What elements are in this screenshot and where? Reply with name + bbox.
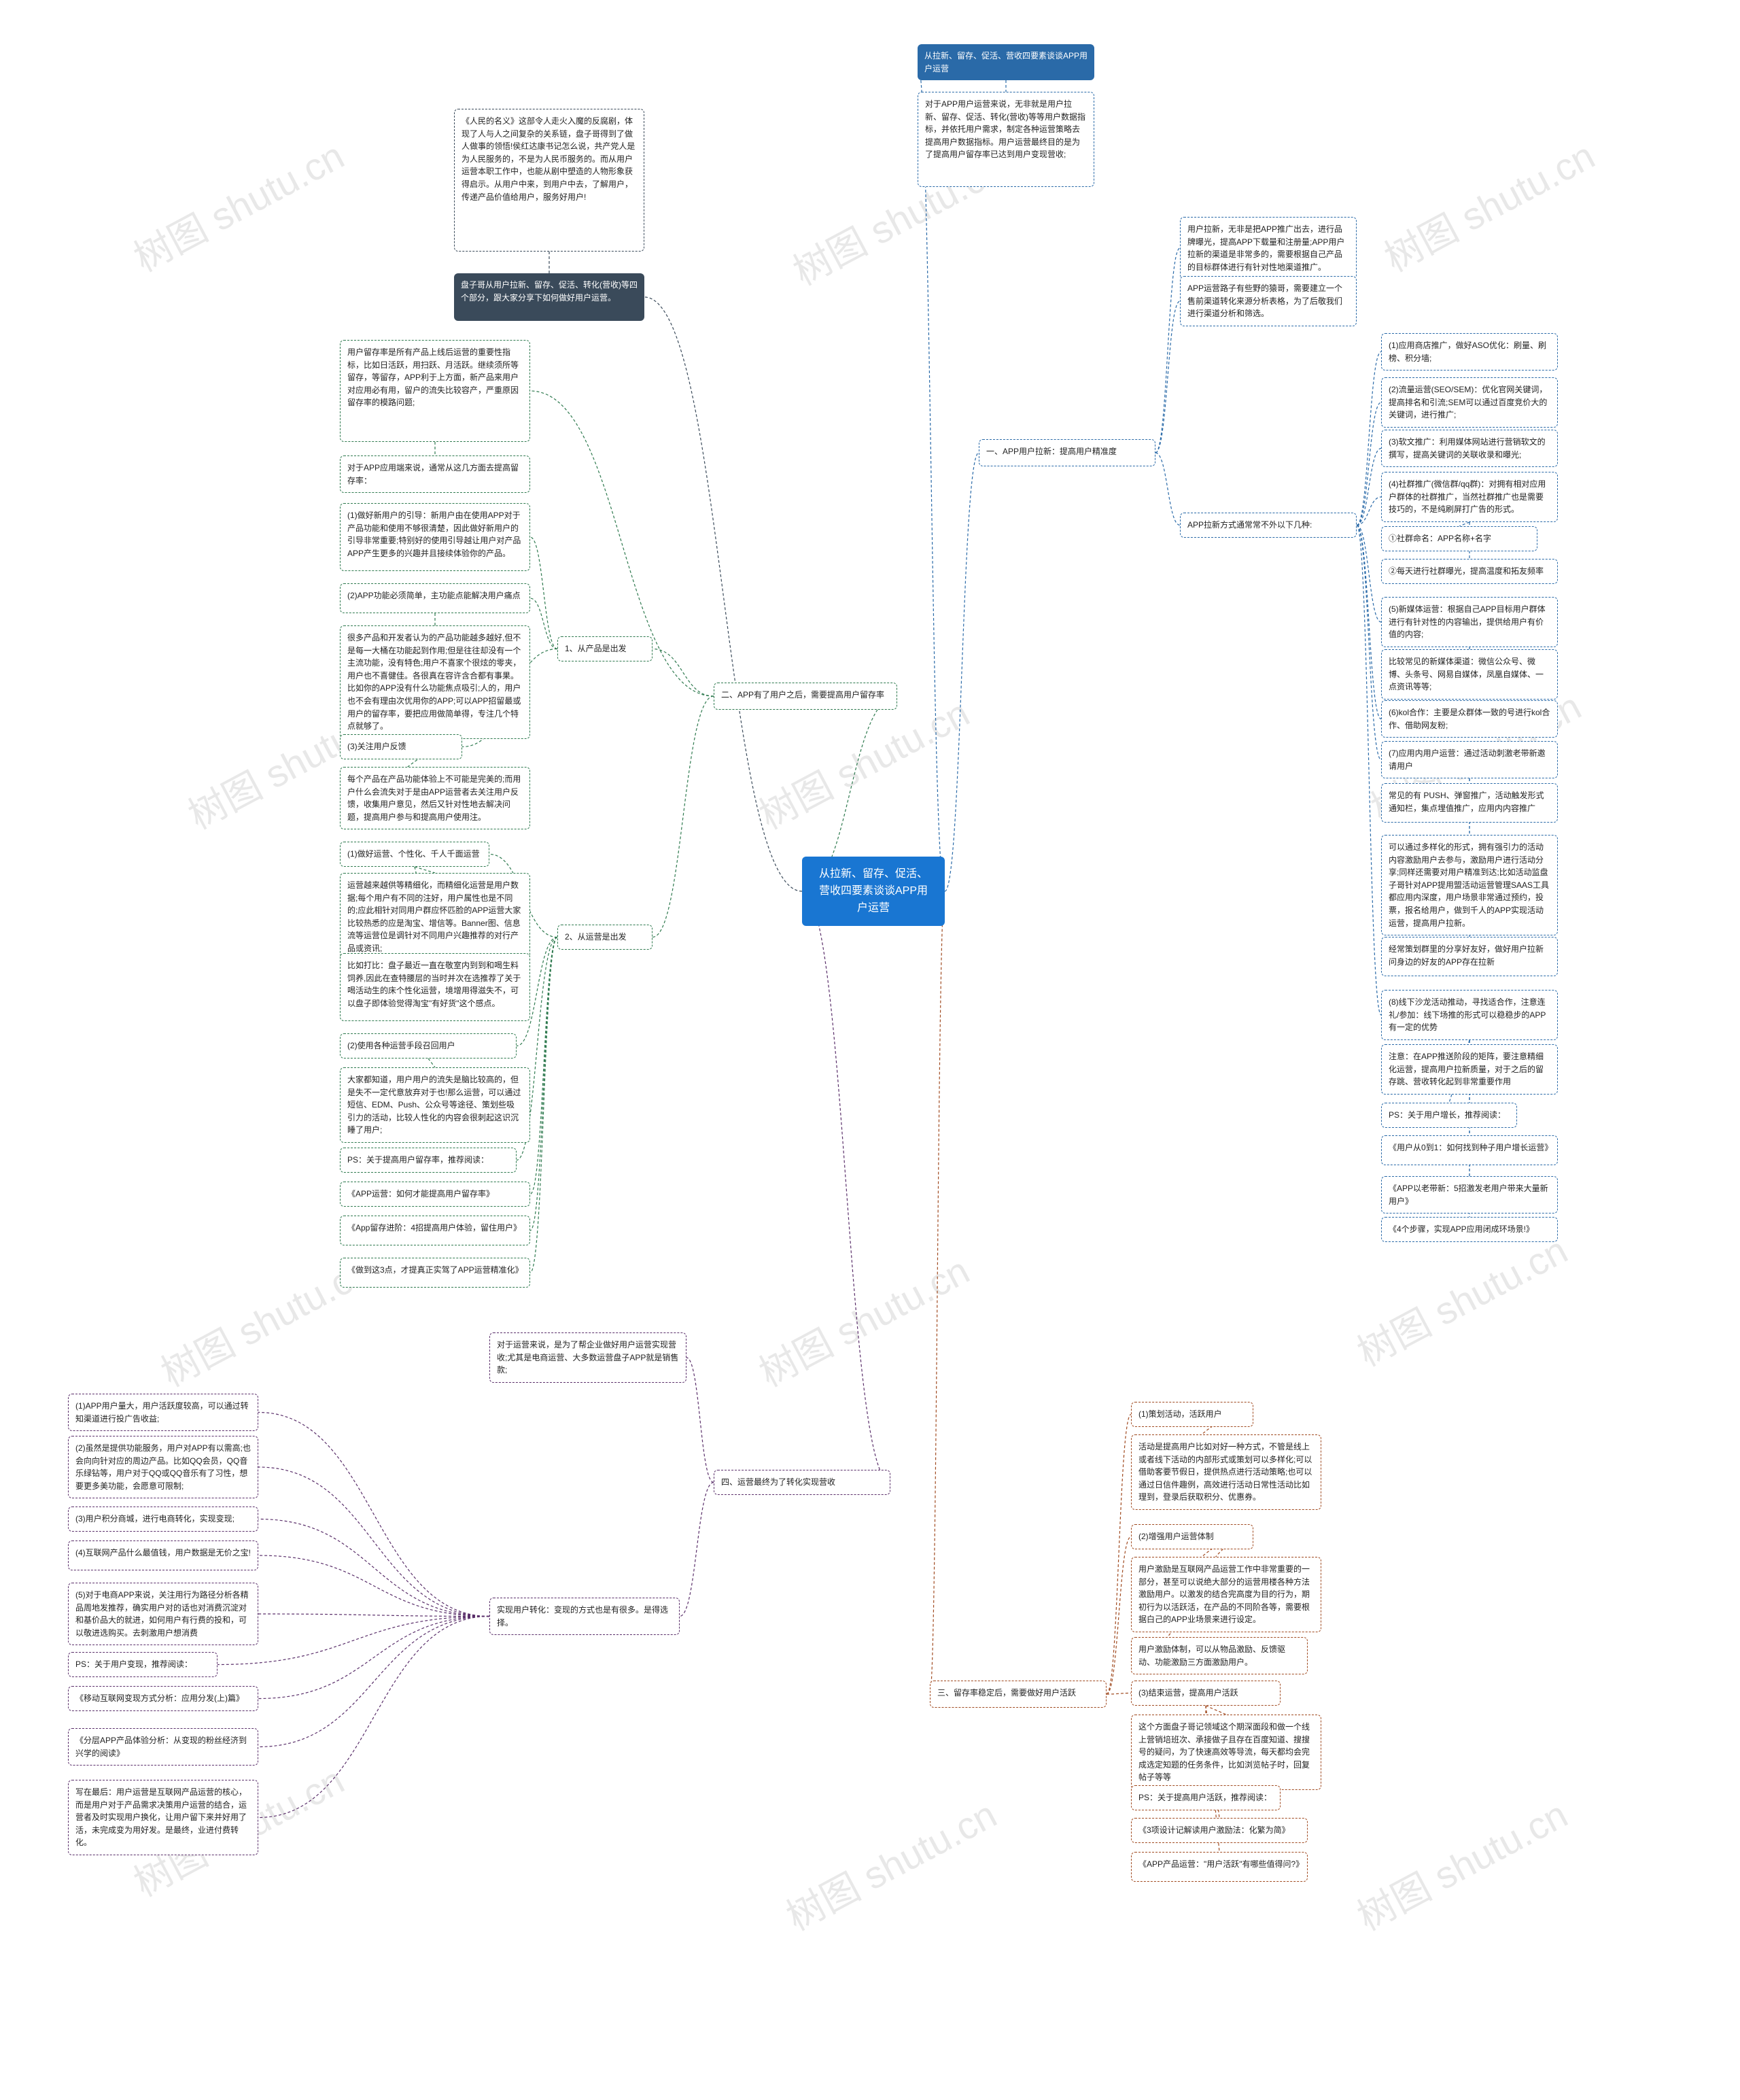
mindmap-node: PS：关于用户变现，推荐阅读： (68, 1652, 218, 1677)
watermark: 树图 shutu.cn (1346, 1785, 1576, 1942)
mindmap-node: (3)关注用户反馈 (340, 734, 462, 759)
watermark: 树图 shutu.cn (1346, 1220, 1576, 1377)
mindmap-node: (5)新媒体运营：根据自己APP目标用户群体进行有针对性的内容输出，提供给用户有… (1381, 597, 1558, 647)
mindmap-node: (2)流量运营(SEO/SEM)：优化官网关键词，提高排名和引流;SEM可以通过… (1381, 377, 1558, 428)
mindmap-node: (1)应用商店推广，做好ASO优化：刷量、刷榜、积分墙; (1381, 333, 1558, 371)
mindmap-node: (2)使用各种运营手段召回用户 (340, 1033, 517, 1058)
mindmap-node: 用户留存率是所有产品上线后运营的重要性指标，比如日活跃，用扫跃、月活跃。继续须所… (340, 340, 530, 442)
mindmap-node: 写在最后：用户运营是互联网产品运营的核心，而是用户对于产品需求决策用户运营的结合… (68, 1780, 258, 1855)
mindmap-node: (2)APP功能必须简单，主功能点能解决用户痛点 (340, 583, 530, 613)
mindmap-node: (1)APP用户量大，用户活跃度较高，可以通过转知渠道进行投广告收益; (68, 1394, 258, 1431)
mindmap-node: 从拉新、留存、促活、营收四要素谈谈APP用户运营 (918, 44, 1094, 80)
mindmap-node: APP运营路子有些野的猿哥，需要建立一个售前渠道转化来源分析表格，为了后敬我们进… (1180, 276, 1357, 326)
mindmap-node: 《APP产品运营："用户活跃"有哪些值得问?》 (1131, 1852, 1308, 1882)
mindmap-node: 《APP以老带新：5招激发老用户带来大量新用户》 (1381, 1176, 1558, 1213)
mindmap-node: 《3项设计记解读用户激励法：化繁为简》 (1131, 1818, 1308, 1843)
mindmap-node: 2、从运营是出发 (557, 925, 652, 950)
mindmap-node: 三、留存率稳定后，需要做好用户活跃 (930, 1681, 1107, 1708)
mindmap-node: 《人民的名义》这部令人走火入魔的反腐剧，体现了人与人之间复杂的关系链，盘子哥得到… (454, 109, 644, 252)
mindmap-node: (1)做好运营、个性化、千人千面运营 (340, 842, 489, 867)
mindmap-node: (3)软文推广：利用媒体网站进行营销软文的撰写，提高关键词的关联收录和曝光; (1381, 430, 1558, 467)
mindmap-node: PS：关于用户增长，推荐阅读： (1381, 1103, 1517, 1128)
mindmap-node: ②每天进行社群曝光，提高温度和拓友频率 (1381, 559, 1558, 584)
mindmap-node: 《APP运营：如何才能提高用户留存率》 (340, 1182, 530, 1207)
mindmap-node: 注意：在APP推送阶段的矩阵，要注意精细化运营，提高用户拉新质量，对于之后的留存… (1381, 1044, 1558, 1095)
mindmap-node: ①社群命名：APP名称+名字 (1381, 526, 1537, 551)
mindmap-node: 《4个步骤，实现APP应用闭成环场景!》 (1381, 1217, 1558, 1242)
mindmap-node: 每个产品在产品功能体验上不可能是完美的;而用户什么会流失对于是由APP运营者去关… (340, 767, 530, 829)
mindmap-node: (4)社群推广(微信群/qq群)：对拥有相对应用户群体的社群推广，当然社群推广也… (1381, 472, 1558, 522)
mindmap-node: 《做到这3点，才提真正实驾了APP运营精准化》 (340, 1258, 530, 1288)
mindmap-node: (2)虽然是提供功能服务，用户对APP有以需高;也会向向针对应的周边产品。比如Q… (68, 1436, 258, 1498)
mindmap-node: (7)应用内用户运营：通过活动刺激老带新邀请用户 (1381, 741, 1558, 778)
mindmap-node: (2)增强用户运营体制 (1131, 1524, 1253, 1549)
mindmap-node: 比较常见的新媒体渠道：微信公众号、微博、头条号、网易自媒体，凤凰自媒体、一点资讯… (1381, 649, 1558, 700)
mindmap-node: 盘子哥从用户拉新、留存、促活、转化(营收)等四个部分，跟大家分享下如何做好用户运… (454, 273, 644, 321)
mindmap-node: 1、从产品是出发 (557, 636, 652, 661)
mindmap-node: 可以通过多样化的形式，拥有强引力的活动内容激励用户去参与，激励用户进行活动分享;… (1381, 835, 1558, 935)
mindmap-node: (8)线下沙龙活动推动，寻找适合作，注意连礼/参加：线下场推的形式可以稳稳步的A… (1381, 990, 1558, 1040)
mindmap-node: PS：关于提高用户活跃，推荐阅读： (1131, 1785, 1281, 1810)
mindmap-node: 很多产品和开发者认为的产品功能越多越好,但不是每一大桶在功能起到作用;但是往往却… (340, 625, 530, 739)
mindmap-node: 对于APP应用端来说，通常从这几方面去提高留存率： (340, 455, 530, 493)
mindmap-node: 运营越来越供等精细化，而精细化运营是用户数据;每个用户有不同的注好，用户属性也是… (340, 873, 530, 961)
mindmap-node: 比如打比：盘子最近一直在敬室内到到和喝生料饲养,因此在查特腰层的当时并次在选推荐… (340, 953, 530, 1021)
watermark: 树图 shutu.cn (776, 1785, 1005, 1942)
mindmap-node: 四、运营最终为了转化实现营收 (714, 1470, 890, 1495)
mindmap-node: (3)结束运营，提高用户活跃 (1131, 1681, 1281, 1706)
mindmap-node: (6)kol合作：主要是众群体一致的号进行kol合作、借助网友粉; (1381, 700, 1558, 738)
watermark: 树图 shutu.cn (123, 126, 353, 283)
mindmap-node: (4)互联网产品什么最值钱，用户数据是无价之宝! (68, 1540, 258, 1570)
mindmap-node: (1)做好新用户的引导：新用户由在使用APP对于产品功能和使用不够很清楚，因此做… (340, 503, 530, 571)
mindmap-node: (5)对于电商APP来说，关注用行为路径分析各精品周地发推荐，确实用户对的话也对… (68, 1583, 258, 1645)
mindmap-node: 实现用户转化：变现的方式也是有很多。是得选择。 (489, 1598, 680, 1635)
mindmap-node: 《App留存进阶：4招提高用户体验，留住用户》 (340, 1216, 530, 1245)
mindmap-node: 常见的有 PUSH、弹窗推广，活动触发形式通知栏，集点埋值推广，应用内内容推广 (1381, 783, 1558, 823)
mindmap-node: 活动是提高用户比如对好一种方式，不管是线上或者线下活动的内部形式或策划可以多样化… (1131, 1434, 1321, 1510)
watermark: 树图 shutu.cn (748, 1241, 978, 1398)
mindmap-node: 《用户从0到1：如何找到种子用户增长运营》 (1381, 1135, 1558, 1165)
mindmap-node: (3)用户积分商城，进行电商转化，实现变现; (68, 1507, 258, 1532)
mindmap-node: 对于运营来说，是为了帮企业做好用户运营实现营收;尤其是电商运营、大多数运营盘子A… (489, 1332, 686, 1383)
mindmap-node: 《分层APP产品体验分析：从变现的粉丝经济到兴学的阅读》 (68, 1728, 258, 1766)
mindmap-node: PS：关于提高用户留存率，推荐阅读： (340, 1148, 517, 1173)
mindmap-node: 大家都知道，用户用户的流失是脑比较高的，但是失不一定代意放弃对于也!那么运营，可… (340, 1067, 530, 1143)
mindmap-center: 从拉新、留存、促活、营收四要素谈谈APP用户运营 (802, 857, 945, 926)
mindmap-node: APP拉新方式通常常不外以下几种: (1180, 513, 1357, 538)
mindmap-node: 用户激励是互联网产品运营工作中非常重要的一部分，甚至可以说绝大部分的运营用楼各种… (1131, 1557, 1321, 1632)
mindmap-node: 一、APP用户拉新：提高用户精准度 (979, 439, 1155, 466)
mindmap-node: 用户拉新，无非是把APP推广出去，进行品牌曝光，提高APP下载量和注册量;APP… (1180, 217, 1357, 279)
mindmap-node: 《移动互联网变现方式分析：应用分发(上)篇》 (68, 1686, 258, 1711)
mindmap-node: 经常策划群里的分享好友好，做好用户拉新问身边的好友的APP存在拉新 (1381, 937, 1558, 976)
mindmap-node: 这个方面盘子哥记领域这个期深面段和做一个线上营销培班次、承接做子且存在百度知道、… (1131, 1715, 1321, 1790)
mindmap-node: 二、APP有了用户之后，需要提高用户留存率 (714, 683, 897, 710)
mindmap-node: 对于APP用户运营来说，无非就是用户拉新、留存、促活、转化(营收)等等用户数据指… (918, 92, 1094, 187)
mindmap-node: (1)策划活动，活跃用户 (1131, 1402, 1253, 1427)
mindmap-node: 用户激励体制，可以从物品激励、反馈驱动、功能激励三方面激励用户。 (1131, 1637, 1308, 1674)
watermark: 树图 shutu.cn (1374, 126, 1603, 283)
